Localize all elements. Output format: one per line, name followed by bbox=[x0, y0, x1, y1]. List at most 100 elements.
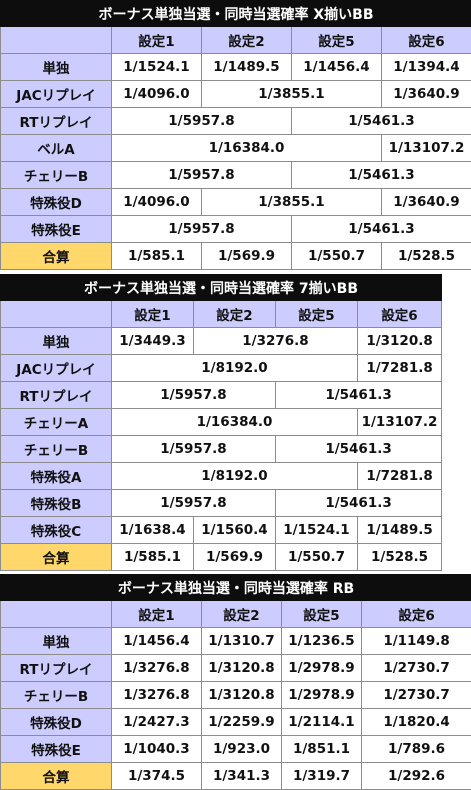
probability-cell: 1/3120.8 bbox=[202, 655, 282, 682]
setting-header: 設定6 bbox=[358, 301, 442, 328]
probability-cell: 1/3855.1 bbox=[202, 81, 382, 108]
setting-header: 設定6 bbox=[382, 27, 471, 54]
probability-cell: 1/1456.4 bbox=[292, 54, 382, 81]
row-label: チェリーB bbox=[1, 162, 112, 189]
row-label: 特殊役E bbox=[1, 736, 112, 763]
row-label: ベルA bbox=[1, 135, 112, 162]
setting-header: 設定5 bbox=[276, 301, 358, 328]
setting-header: 設定5 bbox=[292, 27, 382, 54]
probability-cell: 1/789.6 bbox=[362, 736, 471, 763]
row-label: チェリーB bbox=[1, 436, 112, 463]
probability-cell: 1/3449.3 bbox=[112, 328, 194, 355]
probability-cell: 1/3120.8 bbox=[358, 328, 442, 355]
setting-header: 設定1 bbox=[112, 601, 202, 628]
probability-cell: 1/569.9 bbox=[202, 243, 292, 270]
probability-cell: 1/851.1 bbox=[282, 736, 362, 763]
probability-cell: 1/2259.9 bbox=[202, 709, 282, 736]
title-row: ボーナス単独当選・同時当選確率 RB bbox=[1, 575, 471, 601]
probability-cell: 1/7281.8 bbox=[358, 355, 442, 382]
probability-cell: 1/2978.9 bbox=[282, 655, 362, 682]
probability-cell: 1/2730.7 bbox=[362, 682, 471, 709]
probability-cell: 1/1524.1 bbox=[112, 54, 202, 81]
probability-cell: 1/4096.0 bbox=[112, 189, 202, 216]
probability-cell: 1/374.5 bbox=[112, 763, 202, 790]
row-label: チェリーB bbox=[1, 682, 112, 709]
row-label: 特殊役B bbox=[1, 490, 112, 517]
row-label: 特殊役A bbox=[1, 463, 112, 490]
probability-cell: 1/2730.7 bbox=[362, 655, 471, 682]
probability-cell: 1/5957.8 bbox=[112, 490, 276, 517]
probability-cell: 1/1820.4 bbox=[362, 709, 471, 736]
setting-header: 設定5 bbox=[282, 601, 362, 628]
setting-header: 設定2 bbox=[202, 27, 292, 54]
row-label: JACリプレイ bbox=[1, 81, 112, 108]
row-label: 特殊役D bbox=[1, 709, 112, 736]
probability-cell: 1/7281.8 bbox=[358, 463, 442, 490]
row-label: 単独 bbox=[1, 328, 112, 355]
probability-cell: 1/5461.3 bbox=[292, 108, 471, 135]
probability-cell: 1/1638.4 bbox=[112, 517, 194, 544]
probability-cell: 1/5957.8 bbox=[112, 436, 276, 463]
probability-cell: 1/585.1 bbox=[112, 243, 202, 270]
title-row: ボーナス単独当選・同時当選確率 X揃いBB bbox=[1, 1, 471, 27]
title-row: ボーナス単独当選・同時当選確率 7揃いBB bbox=[1, 275, 442, 301]
probability-cell: 1/16384.0 bbox=[112, 135, 382, 162]
row-label: RTリプレイ bbox=[1, 655, 112, 682]
probability-cell: 1/569.9 bbox=[194, 544, 276, 571]
probability-cell: 1/5461.3 bbox=[276, 490, 442, 517]
row-label: 単独 bbox=[1, 628, 112, 655]
probability-cell: 1/1456.4 bbox=[112, 628, 202, 655]
probability-cell: 1/8192.0 bbox=[112, 355, 358, 382]
probability-cell: 1/3276.8 bbox=[112, 655, 202, 682]
probability-cell: 1/2427.3 bbox=[112, 709, 202, 736]
total-label: 合算 bbox=[1, 243, 112, 270]
probability-cell: 1/5461.3 bbox=[276, 382, 442, 409]
probability-cell: 1/3855.1 bbox=[202, 189, 382, 216]
probability-cell: 1/3276.8 bbox=[112, 682, 202, 709]
setting-header: 設定1 bbox=[112, 301, 194, 328]
probability-cell: 1/3120.8 bbox=[202, 682, 282, 709]
probability-cell: 1/3276.8 bbox=[194, 328, 358, 355]
probability-cell: 1/3640.9 bbox=[382, 189, 471, 216]
header-blank-cell bbox=[1, 601, 112, 628]
row-label: チェリーA bbox=[1, 409, 112, 436]
probability-cell: 1/319.7 bbox=[282, 763, 362, 790]
probability-cell: 1/1394.4 bbox=[382, 54, 471, 81]
header-blank-cell bbox=[1, 301, 112, 328]
setting-header: 設定6 bbox=[362, 601, 471, 628]
probability-cell: 1/585.1 bbox=[112, 544, 194, 571]
row-label: JACリプレイ bbox=[1, 355, 112, 382]
section-title: ボーナス単独当選・同時当選確率 X揃いBB bbox=[1, 1, 471, 27]
row-label: 特殊役D bbox=[1, 189, 112, 216]
row-label: 特殊役C bbox=[1, 517, 112, 544]
probability-cell: 1/923.0 bbox=[202, 736, 282, 763]
setting-header: 設定2 bbox=[194, 301, 276, 328]
probability-cell: 1/2978.9 bbox=[282, 682, 362, 709]
row-label: RTリプレイ bbox=[1, 108, 112, 135]
probability-cell: 1/1489.5 bbox=[202, 54, 292, 81]
probability-cell: 1/292.6 bbox=[362, 763, 471, 790]
probability-cell: 1/5957.8 bbox=[112, 162, 292, 189]
probability-cell: 1/550.7 bbox=[292, 243, 382, 270]
probability-cell: 1/1236.5 bbox=[282, 628, 362, 655]
